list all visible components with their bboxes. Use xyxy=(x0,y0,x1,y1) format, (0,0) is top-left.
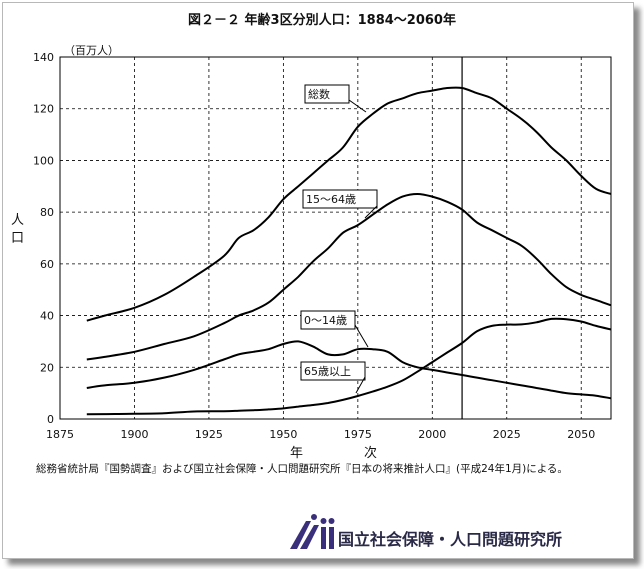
y-tick-label: 80 xyxy=(40,206,54,219)
annotation-label-age-0-14: 0～14歳 xyxy=(304,314,347,327)
line-chart: 0 20 40 60 80 100 120 140 1875 1900 1925 1950 1975 20… xyxy=(33,51,612,441)
x-axis-label: 年 次 xyxy=(290,446,402,461)
y-tick-label: 60 xyxy=(40,258,54,271)
annotation-box-total xyxy=(304,84,350,104)
x-tick-label: 1925 xyxy=(195,428,223,441)
annotation-box-age-65-plus xyxy=(300,361,366,381)
x-tick-label: 1875 xyxy=(46,428,74,441)
series-line-total xyxy=(86,86,612,322)
annotation-box-age-15-64 xyxy=(302,189,378,209)
y-unit-label: （百万人） xyxy=(64,44,119,57)
series-line-age-65-plus xyxy=(86,317,612,416)
series-line-age-15-64 xyxy=(86,193,612,361)
annotation-leader-total xyxy=(348,99,367,113)
y-tick-label: 140 xyxy=(33,51,54,64)
institute-name: 国立社会保障・人口問題研究所 xyxy=(338,530,563,549)
annotation-leader-age-0-14 xyxy=(354,324,369,348)
plot-border xyxy=(59,56,612,420)
annotation-label-age-15-64: 15～64歳 xyxy=(306,193,356,206)
x-tick-label: 2025 xyxy=(493,428,521,441)
y-tick-label: 20 xyxy=(40,361,54,374)
y-axis-label: 人口 xyxy=(11,213,25,246)
source-note: 総務省統計局『国勢調査』および国立社会保障・人口問題研究所『日本の将来推計人口』… xyxy=(36,463,568,475)
x-tick-label: 1950 xyxy=(269,428,297,441)
chart-title: 図２－２ 年齢3区分別人口：1884～2060年 xyxy=(188,13,456,28)
y-tick-label: 100 xyxy=(33,154,54,167)
annotation-leader-age-65-plus xyxy=(355,376,366,394)
series-line-age-0-14 xyxy=(86,340,612,400)
y-tick-label: 40 xyxy=(40,310,54,323)
annotation-label-total: 総数 xyxy=(308,87,330,101)
institute-logo-icon xyxy=(290,514,335,549)
annotation-label-age-65-plus: 65歳以上 xyxy=(304,365,351,378)
x-tick-label: 1975 xyxy=(344,428,372,441)
annotation-box-age-0-14 xyxy=(300,310,356,330)
y-tick-label: 120 xyxy=(33,103,54,116)
x-tick-label: 2000 xyxy=(418,428,446,441)
y-tick-label: 0 xyxy=(47,413,54,426)
x-tick-label: 2050 xyxy=(567,428,595,441)
annotation-leader-age-15-64 xyxy=(364,205,378,219)
x-tick-label: 1900 xyxy=(120,428,148,441)
